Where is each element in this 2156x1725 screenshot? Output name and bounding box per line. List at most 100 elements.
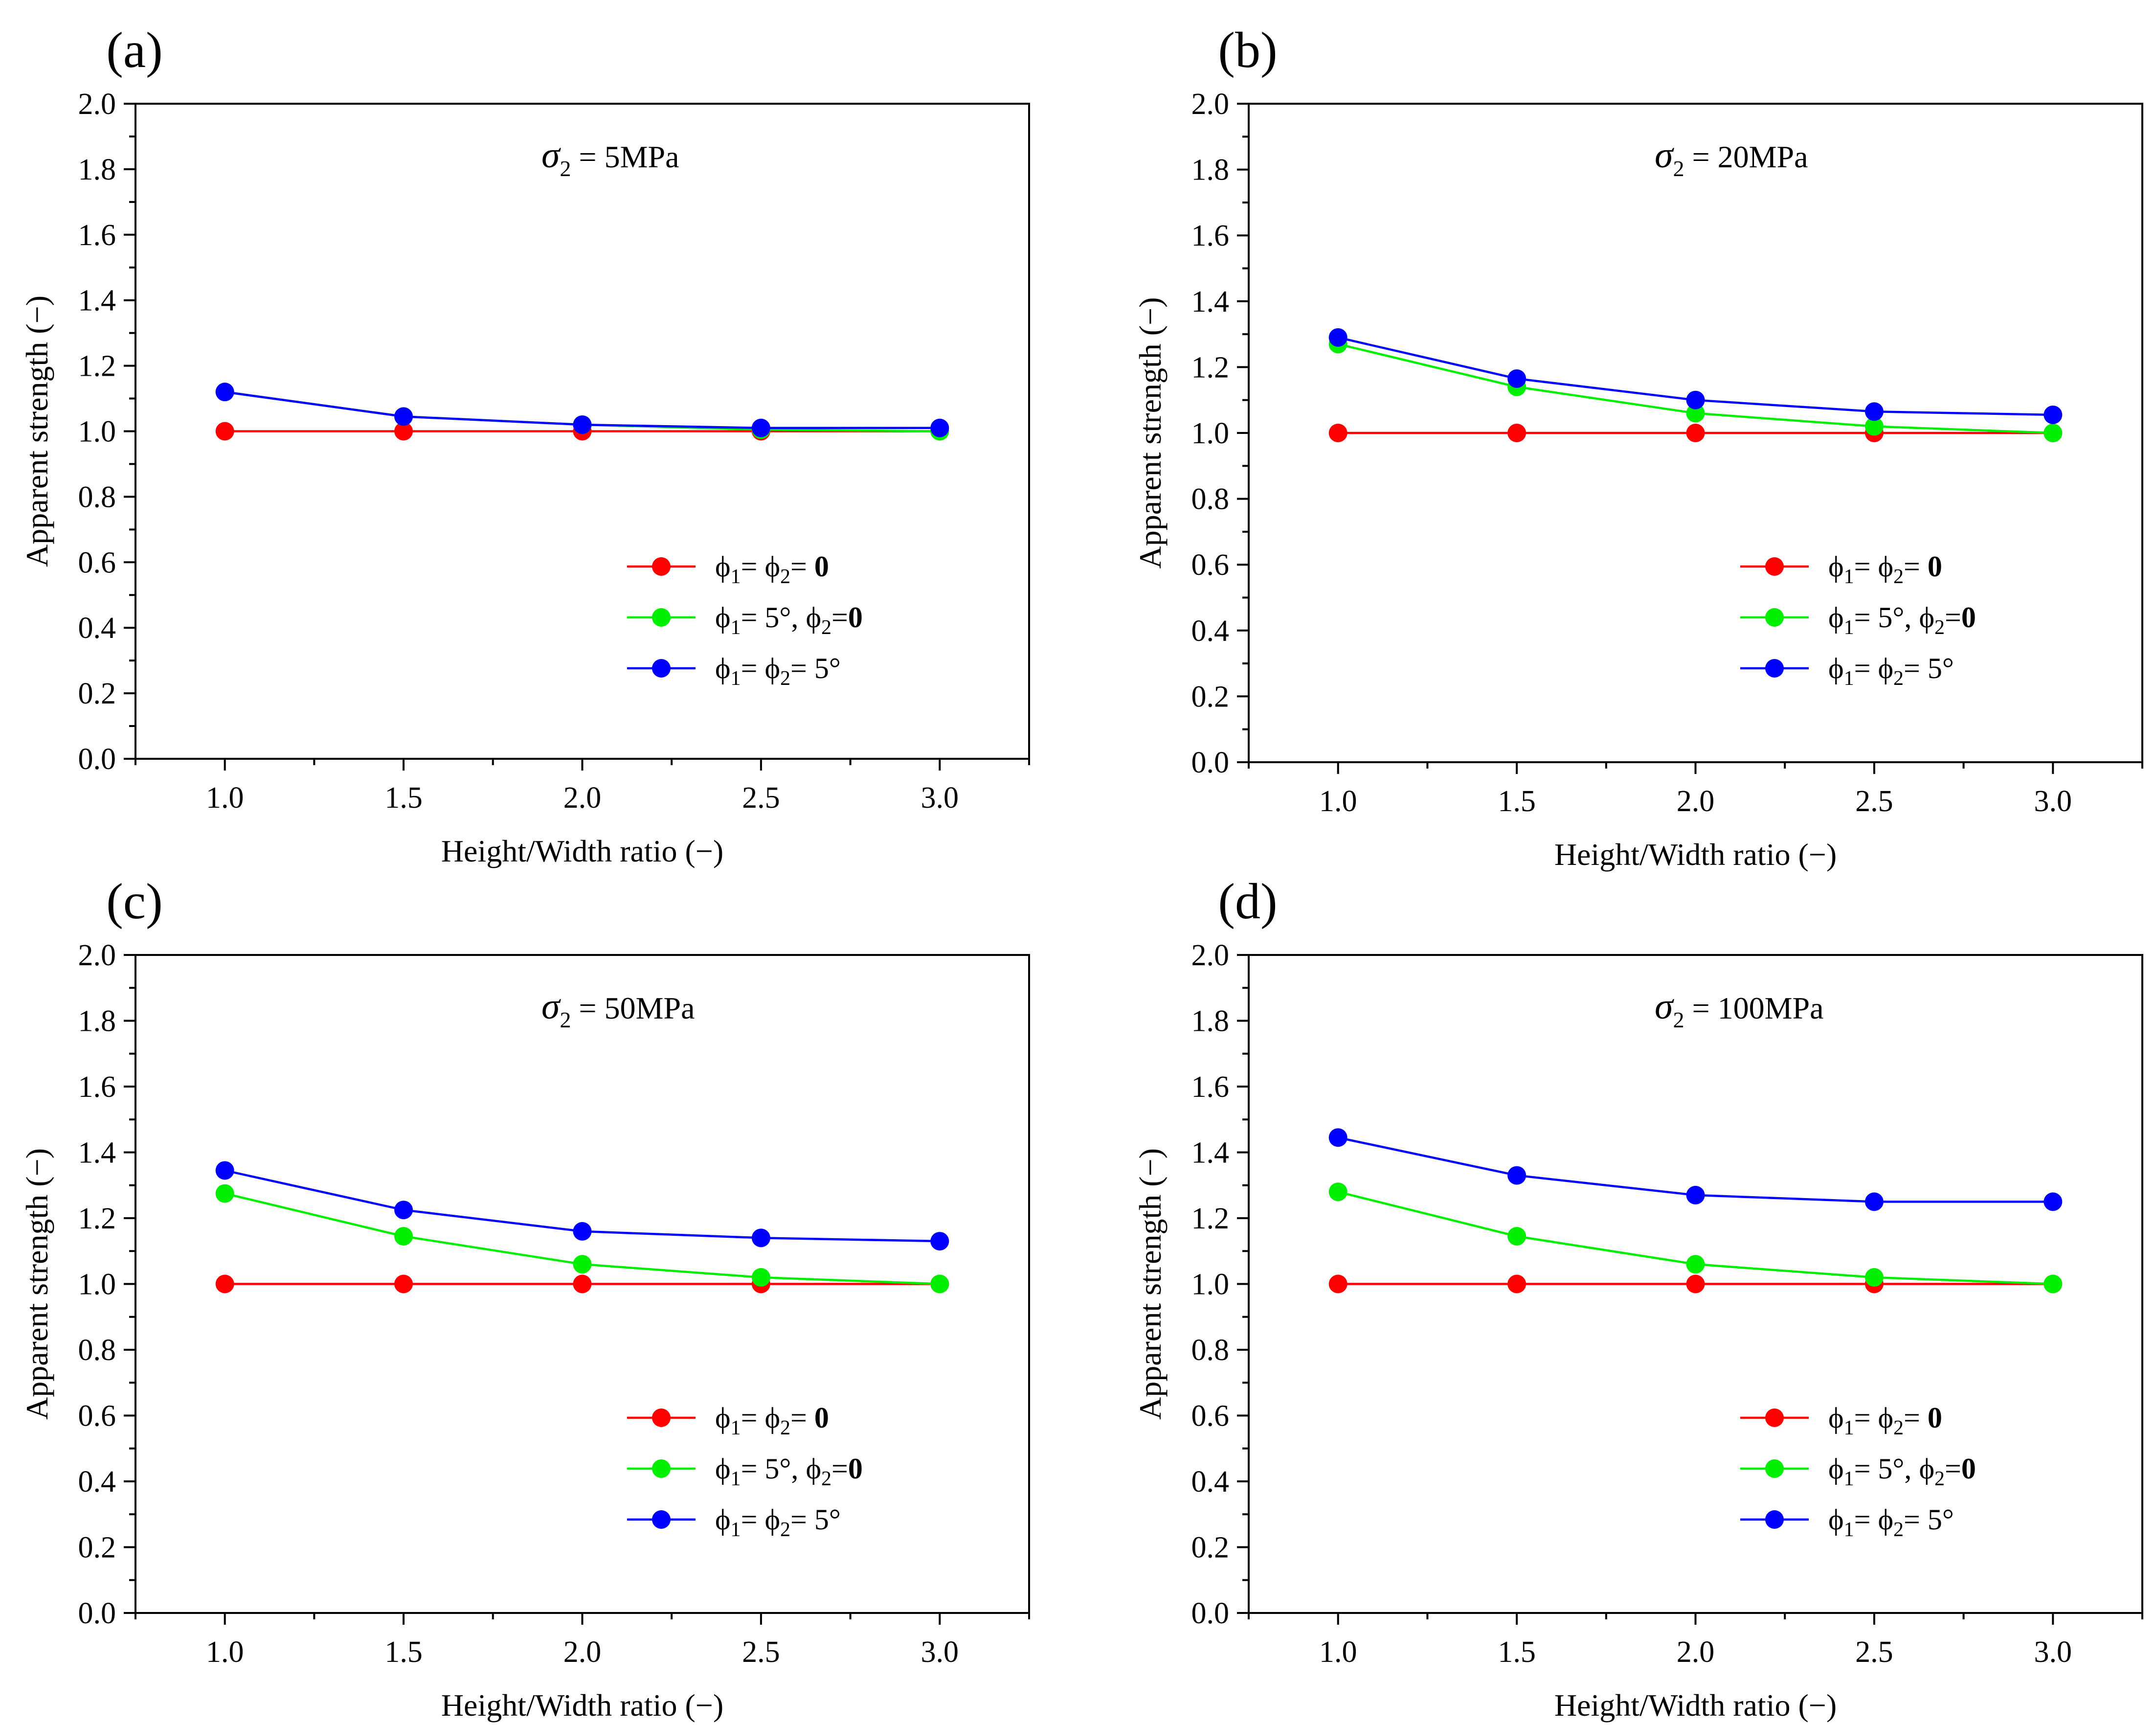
legend-phi: ϕ [715, 601, 731, 634]
x-tick-label: 2.0 [1677, 1635, 1715, 1669]
legend-text: = 5°, [1854, 601, 1919, 634]
legend-phi: ϕ [715, 550, 731, 583]
legend-phi: ϕ [1878, 652, 1893, 684]
legend-marker-1 [1765, 557, 1784, 576]
series-3-point [2044, 1192, 2063, 1211]
series-1-point [1328, 424, 1348, 442]
legend-subscript: 2 [1934, 616, 1945, 639]
series-1-point [1507, 424, 1527, 442]
series-2-point [1864, 417, 1884, 436]
x-tick-label: 2.0 [563, 1635, 602, 1669]
legend-marker-3 [652, 1510, 671, 1529]
y-tick-label: 0.4 [1191, 1465, 1230, 1498]
legend-subscript: 2 [1893, 1417, 1904, 1439]
legend-marker-3 [1765, 1510, 1784, 1529]
legend-text: = [1854, 652, 1878, 684]
legend-entry-2: ϕ1= 5°, ϕ2=0 [715, 1453, 863, 1490]
legend-phi: ϕ [764, 550, 780, 583]
y-tick-label: 2.0 [78, 939, 116, 972]
legend-phi: ϕ [806, 1453, 821, 1485]
legend-marker-1 [652, 1408, 671, 1427]
x-tick-label: 1.5 [1498, 1635, 1536, 1669]
x-axis-label: Height/Width ratio (−) [441, 1688, 723, 1723]
y-tick-label: 0.6 [78, 1400, 116, 1433]
x-tick-label: 1.5 [384, 1635, 423, 1669]
panel-label: (a) [106, 22, 162, 78]
legend-marker-1 [652, 557, 671, 576]
legend-phi: ϕ [1828, 1503, 1844, 1536]
legend-bold-zero: 0 [1961, 601, 1976, 634]
legend-entry-3: ϕ1= ϕ2= 5° [1828, 652, 1954, 690]
chart-panel-b: 0.0 0.2 0.4 0.6 0.8 1.0 1.2 1.4 1.6 1.8 2.0 1.0 1.5 2… [1133, 22, 2143, 872]
series-2-point [2044, 1274, 2063, 1294]
y-tick-label: 1.8 [1191, 1005, 1230, 1038]
y-tick-label: 0.6 [78, 546, 116, 579]
series-3-point [215, 383, 234, 402]
series-1-point [1686, 424, 1705, 442]
legend-phi: ϕ [1828, 652, 1844, 684]
x-tick-label: 3.0 [921, 1635, 959, 1669]
y-tick-label: 0.0 [78, 743, 116, 776]
legend-phi: ϕ [1919, 601, 1934, 634]
legend-text: = [1945, 601, 1961, 634]
series-3-point [573, 415, 592, 434]
legend-bold-zero: 0 [814, 550, 829, 583]
legend-text: = [741, 1402, 765, 1434]
series-3-point [394, 1201, 413, 1220]
y-tick-label: 0.2 [1191, 680, 1230, 713]
legend-marker-2 [652, 1459, 671, 1478]
legend-subscript: 1 [731, 667, 741, 690]
series-2-point [215, 1184, 234, 1203]
y-tick-label: 0.6 [1191, 1400, 1230, 1433]
y-tick-label: 0.2 [78, 677, 116, 710]
y-tick-label: 1.4 [78, 284, 116, 318]
legend-text: = 5°, [741, 601, 806, 634]
legend-text: = 5° [790, 652, 841, 684]
condition-subscript: 2 [1673, 1007, 1684, 1032]
condition-value: = 100MPa [1684, 991, 1823, 1025]
y-tick-label: 0.6 [1191, 548, 1230, 582]
legend-text: = [1854, 1503, 1878, 1536]
legend-phi: ϕ [1828, 550, 1844, 583]
series-2-point [1507, 1226, 1527, 1246]
series-3-point [2044, 405, 2063, 424]
legend-subscript: 2 [1893, 1519, 1904, 1541]
series-3-point [1686, 390, 1705, 409]
x-tick-label: 1.5 [1498, 785, 1536, 818]
condition-label: σ2 = 100MPa [1655, 986, 1823, 1032]
x-tick-label: 3.0 [921, 781, 959, 815]
legend-phi: ϕ [764, 1503, 780, 1536]
condition-value: = 50MPa [571, 991, 695, 1025]
legend-subscript: 1 [731, 1519, 741, 1541]
panel-label: (d) [1218, 873, 1277, 930]
y-tick-label: 1.0 [1191, 1268, 1230, 1301]
y-tick-label: 0.4 [78, 612, 116, 645]
x-tick-label: 1.5 [384, 781, 423, 815]
series-2-point [1328, 1182, 1348, 1202]
series-3-point [1864, 402, 1884, 421]
y-tick-label: 1.8 [78, 1005, 116, 1038]
y-tick-label: 0.8 [1191, 1334, 1230, 1367]
series-3-point [1686, 1185, 1705, 1204]
legend-text: = [1904, 1402, 1928, 1434]
y-tick-label: 2.0 [1191, 939, 1230, 972]
y-tick-label: 1.2 [78, 350, 116, 383]
series-2-point [573, 1255, 592, 1274]
series-1-point [394, 422, 413, 441]
legend-entry-3: ϕ1= ϕ2= 5° [715, 1503, 841, 1541]
series-3-point [394, 407, 413, 426]
legend-phi: ϕ [1828, 1402, 1844, 1434]
legend-phi: ϕ [764, 652, 780, 684]
condition-value: = 20MPa [1684, 139, 1808, 174]
x-tick-label: 1.0 [206, 1635, 244, 1669]
legend-text: = [790, 550, 814, 583]
x-tick-label: 1.0 [1319, 785, 1357, 818]
legend-subscript: 1 [731, 616, 741, 639]
y-tick-label: 1.6 [1191, 1070, 1230, 1104]
series-2-point [394, 1226, 413, 1246]
series-1-point [215, 422, 234, 441]
x-tick-label: 3.0 [2034, 1635, 2072, 1669]
legend-text: = 5° [1904, 652, 1954, 684]
legend-text: = [831, 1453, 848, 1485]
chart-panel-a: 0.0 0.2 0.4 0.6 0.8 1.0 1.2 1.4 1.6 1.8 2.0 1.0 1.5 2… [20, 22, 1030, 868]
